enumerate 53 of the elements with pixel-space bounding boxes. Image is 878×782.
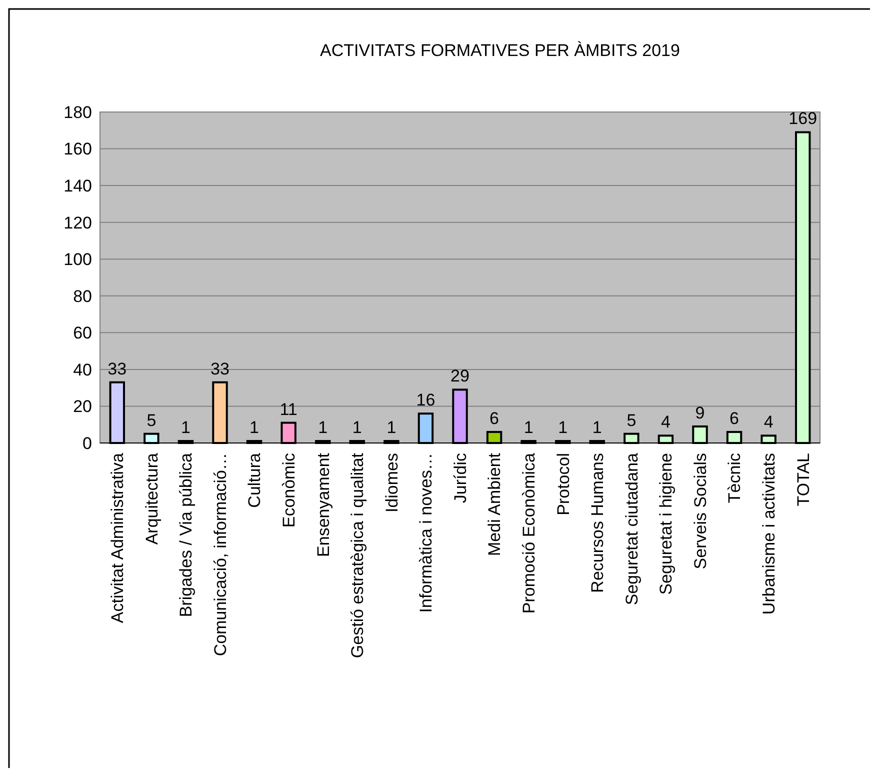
data-label: 1 bbox=[180, 418, 190, 438]
y-tick-label: 100 bbox=[64, 250, 92, 270]
x-tick-label: Seguretat ciutadana bbox=[622, 452, 642, 606]
x-tick-label: Promoció Econòmica bbox=[520, 452, 539, 614]
data-label: 16 bbox=[416, 390, 436, 410]
data-label: 1 bbox=[558, 418, 568, 438]
data-label: 1 bbox=[318, 418, 328, 438]
x-tick-label: Recursos Humans bbox=[588, 453, 608, 593]
x-tick-label: Serveis Socials bbox=[690, 453, 710, 570]
data-label: 5 bbox=[626, 410, 636, 430]
x-tick-label: TOTAL bbox=[794, 453, 813, 506]
x-tick-label: Jurídic bbox=[450, 452, 470, 504]
x-tick-label: Informàtica i noves… bbox=[416, 453, 436, 613]
x-tick-label: Urbanisme i activitats bbox=[760, 453, 779, 615]
y-tick-label: 80 bbox=[73, 286, 92, 306]
data-label: 6 bbox=[490, 408, 500, 428]
data-label: 5 bbox=[146, 410, 156, 430]
data-label: 29 bbox=[450, 366, 470, 386]
y-tick-label: 120 bbox=[64, 213, 92, 232]
x-tick-label: Cultura bbox=[245, 452, 264, 508]
x-tick-label: Econòmic bbox=[280, 452, 299, 528]
y-tick-label: 0 bbox=[82, 434, 92, 453]
x-tick-label: Activitat Administrativa bbox=[108, 452, 128, 624]
x-tick-label: Seguretat i higiene bbox=[656, 453, 676, 595]
data-label: 1 bbox=[524, 418, 534, 438]
y-tick-label: 20 bbox=[73, 397, 92, 416]
data-label: 33 bbox=[108, 359, 127, 378]
y-tick-label: 40 bbox=[73, 360, 92, 380]
chart-title: ACTIVITATS FORMATIVES PER ÀMBITS 2019 bbox=[320, 41, 680, 60]
x-tick-label: Tècnic bbox=[725, 452, 744, 504]
x-tick-label: Arquitectura bbox=[142, 452, 162, 545]
data-label: 9 bbox=[695, 403, 705, 422]
data-label: 169 bbox=[788, 109, 818, 128]
data-label: 1 bbox=[592, 418, 602, 438]
y-tick-label: 180 bbox=[64, 102, 92, 122]
data-label: 6 bbox=[730, 408, 740, 428]
x-tick-label: Medi Ambient bbox=[485, 452, 504, 556]
data-label: 4 bbox=[764, 412, 774, 432]
x-tick-label: Gestió estratègica i qualitat bbox=[348, 452, 368, 658]
data-label: 1 bbox=[250, 418, 260, 438]
x-tick-label: Comunicació, informació… bbox=[210, 453, 230, 656]
data-label: 11 bbox=[280, 400, 298, 419]
y-tick-label: 140 bbox=[64, 176, 92, 196]
data-label: 4 bbox=[660, 412, 670, 432]
x-tick-label: Protocol bbox=[554, 453, 573, 516]
x-tick-label: Ensenyament bbox=[314, 452, 333, 557]
y-tick-label: 60 bbox=[73, 324, 92, 343]
x-tick-label: Brigades / Via pública bbox=[176, 452, 196, 618]
data-label: 1 bbox=[386, 418, 396, 438]
data-label: 1 bbox=[352, 418, 362, 438]
data-label: 33 bbox=[210, 359, 230, 378]
x-tick-label: Idiomes bbox=[382, 453, 402, 513]
y-tick-label: 160 bbox=[64, 140, 92, 159]
